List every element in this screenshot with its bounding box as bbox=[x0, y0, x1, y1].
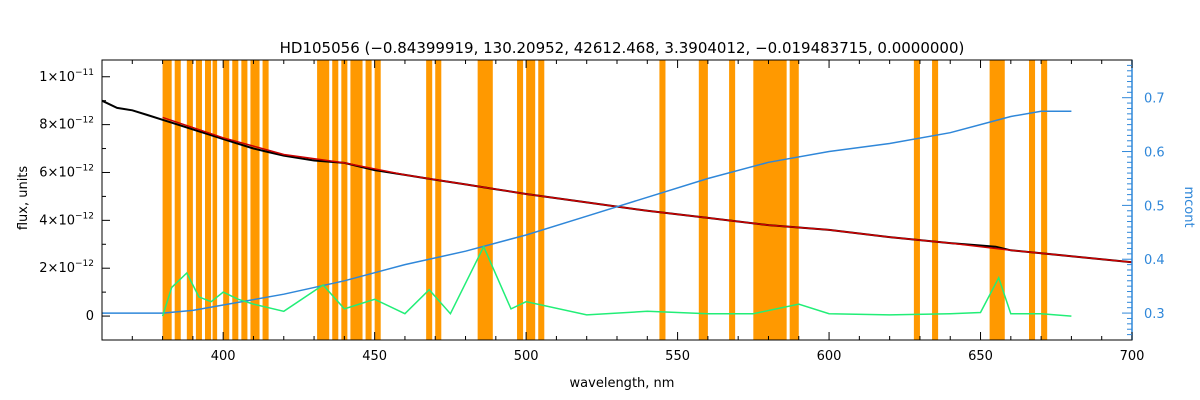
masked-region-9 bbox=[250, 60, 260, 340]
masked-region-5 bbox=[212, 60, 218, 340]
x-tick-label-600: 600 bbox=[817, 349, 842, 364]
masked-region-23 bbox=[659, 60, 666, 340]
x-tick-label-450: 450 bbox=[362, 349, 387, 364]
masked-region-2 bbox=[186, 60, 193, 340]
masked-region-27 bbox=[789, 60, 799, 340]
masked-region-21 bbox=[526, 60, 536, 340]
masked-region-16 bbox=[374, 60, 381, 340]
series-line-3 bbox=[161, 244, 1072, 317]
y-tick-label-4: 8×10−12 bbox=[39, 116, 94, 133]
axes: 400 450 500 550 600 650 700 0 2×10−12 4×10−12 6×10… bbox=[39, 59, 1165, 364]
y-axis-label: flux, units bbox=[16, 166, 31, 231]
masked-region-14 bbox=[350, 60, 363, 340]
y-axis-right-label: mcont bbox=[1181, 186, 1196, 227]
y-right-tick-label-3: 0.6 bbox=[1144, 146, 1165, 161]
masked-region-11 bbox=[317, 60, 330, 340]
series-line-1 bbox=[162, 116, 1133, 263]
masked-region-18 bbox=[435, 60, 442, 340]
y-tick-label-0: 0 bbox=[86, 309, 94, 324]
x-tick-label-550: 550 bbox=[665, 349, 690, 364]
masked-region-3 bbox=[195, 60, 202, 340]
masked-region-30 bbox=[989, 60, 1005, 340]
masked-region-13 bbox=[341, 60, 348, 340]
y-tick-label-3: 6×10−12 bbox=[39, 163, 94, 180]
masked-region-26 bbox=[753, 60, 787, 340]
masked-regions bbox=[162, 60, 1048, 340]
y-right-tick-label-0: 0.3 bbox=[1144, 307, 1165, 322]
masked-region-4 bbox=[205, 60, 212, 340]
y-right-tick-label-1: 0.4 bbox=[1144, 253, 1165, 268]
masked-region-29 bbox=[932, 60, 939, 340]
masked-region-17 bbox=[426, 60, 433, 340]
x-axis-label: wavelength, nm bbox=[570, 376, 675, 391]
y-tick-label-2: 4×10−12 bbox=[39, 211, 94, 228]
y-right-tick-label-4: 0.7 bbox=[1144, 92, 1165, 107]
masked-region-15 bbox=[365, 60, 372, 340]
masked-region-22 bbox=[538, 60, 545, 340]
masked-region-31 bbox=[1029, 60, 1036, 340]
masked-region-25 bbox=[729, 60, 736, 340]
y-right-tick-label-2: 0.5 bbox=[1144, 199, 1165, 214]
series-line-2 bbox=[102, 110, 1072, 314]
x-tick-label-400: 400 bbox=[211, 349, 236, 364]
masked-region-8 bbox=[241, 60, 248, 340]
masked-region-12 bbox=[332, 60, 339, 340]
masked-region-6 bbox=[223, 60, 230, 340]
x-tick-label-650: 650 bbox=[968, 349, 993, 364]
masked-region-10 bbox=[262, 60, 269, 340]
x-tick-label-700: 700 bbox=[1120, 349, 1145, 364]
masked-region-19 bbox=[477, 60, 493, 340]
series-group bbox=[101, 99, 1133, 317]
y-tick-label-1: 2×10−12 bbox=[39, 259, 94, 276]
masked-region-7 bbox=[232, 60, 239, 340]
masked-region-1 bbox=[174, 60, 181, 340]
masked-region-32 bbox=[1041, 60, 1048, 340]
masked-region-24 bbox=[698, 60, 708, 340]
y-tick-label-5: 1×10−11 bbox=[39, 68, 94, 85]
masked-region-20 bbox=[517, 60, 524, 340]
masked-region-0 bbox=[162, 60, 172, 340]
masked-region-28 bbox=[913, 60, 920, 340]
x-tick-label-500: 500 bbox=[514, 349, 539, 364]
chart-title: HD105056 (−0.84399919, 130.20952, 42612.… bbox=[280, 39, 965, 57]
